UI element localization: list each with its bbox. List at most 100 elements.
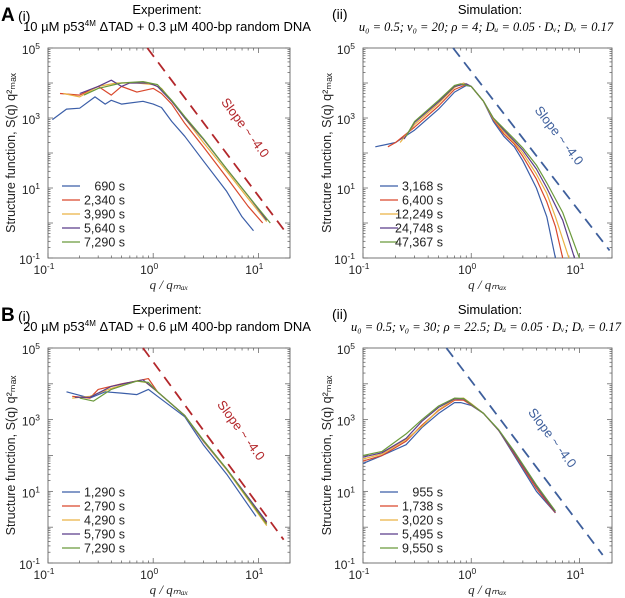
slope-label: Slope ~ -4.0 xyxy=(532,103,587,168)
x-tick-label: 100 xyxy=(140,566,158,582)
plot-A-ii: 10-1 100 101 10-1 101 103 105 q / qₘₐₓ Structure… xyxy=(320,41,613,292)
panel-tag-a-ii: (ii) xyxy=(332,6,348,22)
series-group xyxy=(66,378,268,527)
y-tick-label: 103 xyxy=(22,413,40,429)
panel-tag-b-ii: (ii) xyxy=(332,306,348,322)
x-axis-label: q / qₘₐₓ xyxy=(468,582,507,597)
y-axis-label: Structure function, S(q) q²ₘₐₓ xyxy=(320,375,334,536)
subtitle-b-i: 20 µM p534M ΔTAD + 0.6 µM 400-bp random … xyxy=(23,319,311,334)
legend-label-3: 12,249 s xyxy=(395,208,443,222)
y-tick-label: 103 xyxy=(22,111,40,127)
y-tick-label: 10-1 xyxy=(19,251,40,267)
x-tick-label: 10-1 xyxy=(34,566,55,582)
x-tick-label: 101 xyxy=(566,566,584,582)
legend-label-2: 6,400 s xyxy=(402,194,443,208)
x-tick-label: 100 xyxy=(458,566,476,582)
legend-label-2: 2,340 s xyxy=(84,194,125,208)
panel-tag-b-i: (i) xyxy=(18,308,30,324)
x-tick-label: 100 xyxy=(458,261,476,277)
legend-label-4: 5,790 s xyxy=(84,528,125,542)
legend: 955 s1,738 s3,020 s5,495 s9,550 s xyxy=(380,486,443,556)
params-b-ii: u₀ = 0.5; v₀ = 30; ρ = 22.5; Dᵤ = 0.05 ·… xyxy=(351,320,622,334)
legend: 3,168 s6,400 s12,249 s24,748 s47,367 s xyxy=(380,180,443,250)
slope-guide-line xyxy=(142,347,285,541)
plot-frame xyxy=(362,47,613,259)
series-line-2 xyxy=(363,399,556,514)
series-line-1 xyxy=(363,402,556,514)
x-axis-label: q / qₘₐₓ xyxy=(150,582,189,597)
y-tick-label: 101 xyxy=(22,181,40,197)
y-tick-label: 10-1 xyxy=(334,251,355,267)
y-tick-label: 103 xyxy=(337,413,355,429)
x-tick-label: 101 xyxy=(245,261,263,277)
legend: 690 s2,340 s3,990 s5,640 s7,290 s xyxy=(62,180,125,250)
slope-label: Slope ~ -4.0 xyxy=(214,397,268,463)
legend-label-1: 955 s xyxy=(412,486,443,500)
legend-label-5: 7,290 s xyxy=(84,542,125,556)
x-tick-label: 101 xyxy=(245,566,263,582)
x-tick-label: 10-1 xyxy=(34,261,55,277)
y-tick-label: 101 xyxy=(22,484,40,500)
y-axis-label: Structure function, S(q) q²ₘₐₓ xyxy=(4,375,18,536)
y-tick-label: 101 xyxy=(337,484,355,500)
y-tick-label: 10-1 xyxy=(334,556,355,572)
legend: 1,290 s2,790 s4,290 s5,790 s7,290 s xyxy=(62,486,125,556)
series-line-5 xyxy=(83,81,271,224)
y-tick-label: 105 xyxy=(337,41,355,57)
title-a-ii: Simulation: xyxy=(458,2,522,17)
slope-guide-line xyxy=(452,47,611,252)
legend-label-4: 24,748 s xyxy=(395,222,443,236)
legend-label-5: 47,367 s xyxy=(395,236,443,250)
legend-label-5: 7,290 s xyxy=(84,236,125,250)
y-tick-label: 103 xyxy=(337,111,355,127)
legend-label-1: 1,290 s xyxy=(84,486,125,500)
title-b-i: Experiment: xyxy=(132,302,201,317)
y-tick-label: 105 xyxy=(22,41,40,57)
legend-label-4: 5,495 s xyxy=(402,528,443,542)
title-b-ii: Simulation: xyxy=(458,302,522,317)
title-a-i: Experiment: xyxy=(132,2,201,17)
series-group xyxy=(375,82,580,258)
plot-frame xyxy=(47,347,291,564)
plot-A-i: 10-1 100 101 10-1 101 103 105 q / qₘₐₓ Structure… xyxy=(4,41,291,292)
legend-label-1: 690 s xyxy=(94,180,125,194)
plot-frame xyxy=(47,47,291,259)
subtitle-a-i: 10 µM p534M ΔTAD + 0.3 µM 400-bp random … xyxy=(23,19,311,34)
x-tick-label: 10-1 xyxy=(349,261,370,277)
plot-B-i: 10-1 100 101 10-1 101 103 105 q / qₘₐₓ Structure… xyxy=(4,341,291,597)
x-tick-label: 10-1 xyxy=(349,566,370,582)
legend-label-3: 3,990 s xyxy=(84,208,125,222)
x-axis-label: q / qₘₐₓ xyxy=(150,277,189,292)
y-axis-label: Structure function, S(q) q²ₘₐₓ xyxy=(320,72,334,233)
y-tick-label: 10-1 xyxy=(19,556,40,572)
y-axis-label: Structure function, S(q) q²ₘₐₓ xyxy=(4,72,18,233)
y-tick-label: 105 xyxy=(337,341,355,357)
params-a-ii: u₀ = 0.5; v₀ = 20; ρ = 4; Dᵤ = 0.05 · Dᵥ… xyxy=(359,20,614,34)
slope-guide-line xyxy=(146,47,289,236)
series-group xyxy=(52,79,271,232)
slope-label: Slope ~ -4.0 xyxy=(525,405,579,470)
series-line-1 xyxy=(52,96,254,232)
series-group xyxy=(363,397,556,514)
panel-tag-a-i: (i) xyxy=(18,8,30,24)
panel-letter-b: B xyxy=(1,305,15,326)
legend-label-3: 4,290 s xyxy=(84,514,125,528)
legend-label-4: 5,640 s xyxy=(84,222,125,236)
x-tick-label: 101 xyxy=(566,261,584,277)
y-tick-label: 105 xyxy=(22,341,40,357)
legend-label-1: 3,168 s xyxy=(402,180,443,194)
legend-label-2: 2,790 s xyxy=(84,500,125,514)
y-tick-label: 101 xyxy=(337,181,355,197)
plot-B-ii: 10-1 100 101 10-1 101 103 105 q / qₘₐₓ Structure… xyxy=(320,341,613,597)
legend-label-2: 1,738 s xyxy=(402,500,443,514)
slope-guide-line xyxy=(445,347,604,556)
panel-letter-a: A xyxy=(1,5,15,26)
series-line-5 xyxy=(405,83,580,258)
slope-label: Slope ~ -4.0 xyxy=(218,95,272,160)
series-line-5 xyxy=(363,397,556,512)
x-tick-label: 100 xyxy=(140,261,158,277)
series-line-1 xyxy=(66,388,257,517)
series-line-5 xyxy=(79,380,268,525)
legend-label-5: 9,550 s xyxy=(402,542,443,556)
